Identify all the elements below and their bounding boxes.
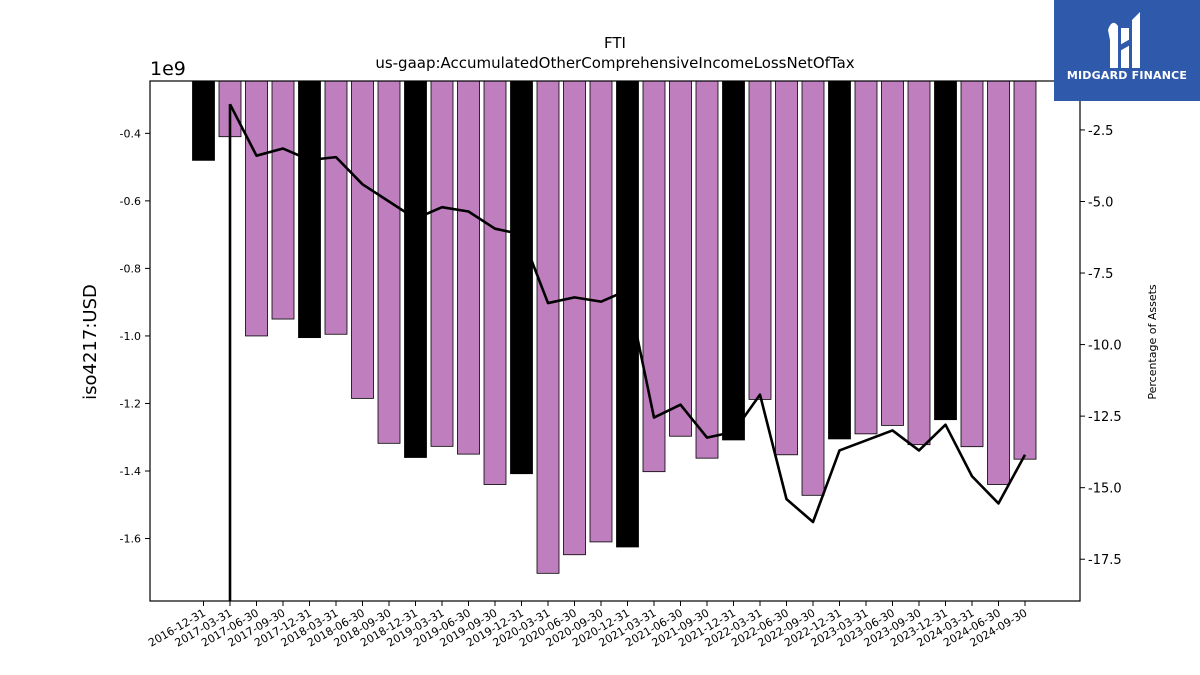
bar-2016-12-31	[192, 80, 215, 161]
y-tick-label: -0.4	[120, 127, 141, 140]
y2-tick-label: -17.5	[1088, 553, 1122, 568]
bar-2020-12-31	[616, 80, 639, 548]
y-tick-label: -1.4	[120, 465, 141, 478]
y2-axis-label: Percentage of Assets	[1146, 284, 1159, 400]
y2-tick-label: -7.5	[1088, 267, 1113, 282]
bar-2021-09-30	[695, 80, 719, 459]
bar-2024-09-30	[1013, 80, 1037, 460]
bar-2023-09-30	[907, 80, 931, 446]
midgard-logo-icon	[1108, 12, 1140, 68]
bar-2018-12-31	[404, 80, 427, 458]
bar-2020-03-31	[536, 80, 560, 574]
bar-2023-06-30	[881, 80, 904, 426]
bar-2020-09-30	[589, 80, 613, 543]
y-tick-label: -1.2	[120, 397, 141, 410]
bar-2021-12-31	[722, 80, 745, 441]
bar-2023-12-31	[934, 80, 957, 421]
bars-layer	[192, 80, 1037, 574]
chart-title: FTI	[604, 34, 626, 52]
y-offset-label: 1e9	[150, 58, 186, 80]
bar-2020-06-30	[563, 80, 586, 556]
bar-2019-03-31	[430, 80, 454, 447]
brand-logo: MIDGARD FINANCE	[1054, 0, 1200, 101]
y2-tick-label: -12.5	[1088, 410, 1122, 425]
bar-2017-12-31	[298, 80, 321, 339]
bar-2018-03-31	[324, 80, 348, 335]
bar-2019-09-30	[483, 80, 507, 485]
bar-2021-06-30	[669, 80, 692, 437]
bar-2022-06-30	[775, 80, 798, 456]
y-tick-label: -0.8	[120, 262, 141, 275]
bar-2019-12-31	[510, 80, 533, 475]
y2-tick-label: -10.0	[1088, 339, 1122, 354]
bar-2018-06-30	[351, 80, 374, 399]
bar-2019-06-30	[457, 80, 480, 455]
y2-tick-label: -5.0	[1088, 195, 1113, 210]
y2-tick-label: -2.5	[1088, 124, 1113, 139]
bar-2024-06-30	[987, 80, 1010, 485]
bar-2024-03-31	[960, 80, 984, 448]
bar-2022-09-30	[801, 80, 825, 496]
chart-subtitle: us-gaap:AccumulatedOtherComprehensiveInc…	[375, 54, 854, 72]
plot-frame	[149, 80, 1081, 602]
brand-name: MIDGARD FINANCE	[1066, 69, 1188, 82]
y-tick-label: -1.6	[120, 533, 141, 546]
y-tick-label: -1.0	[120, 330, 141, 343]
y-tick-label: -0.6	[120, 195, 141, 208]
bar-2022-12-31	[828, 80, 851, 440]
bar-2017-06-30	[245, 80, 268, 337]
bar-2018-09-30	[377, 80, 401, 444]
y2-tick-label: -15.0	[1088, 482, 1122, 497]
y-axis-label: iso4217:USD	[80, 284, 101, 400]
bar-2022-03-31	[748, 80, 772, 400]
line-layer	[228, 103, 1027, 601]
bar-2023-03-31	[854, 80, 878, 435]
pct-assets-line	[228, 103, 1027, 524]
bar-2017-09-30	[271, 80, 295, 320]
